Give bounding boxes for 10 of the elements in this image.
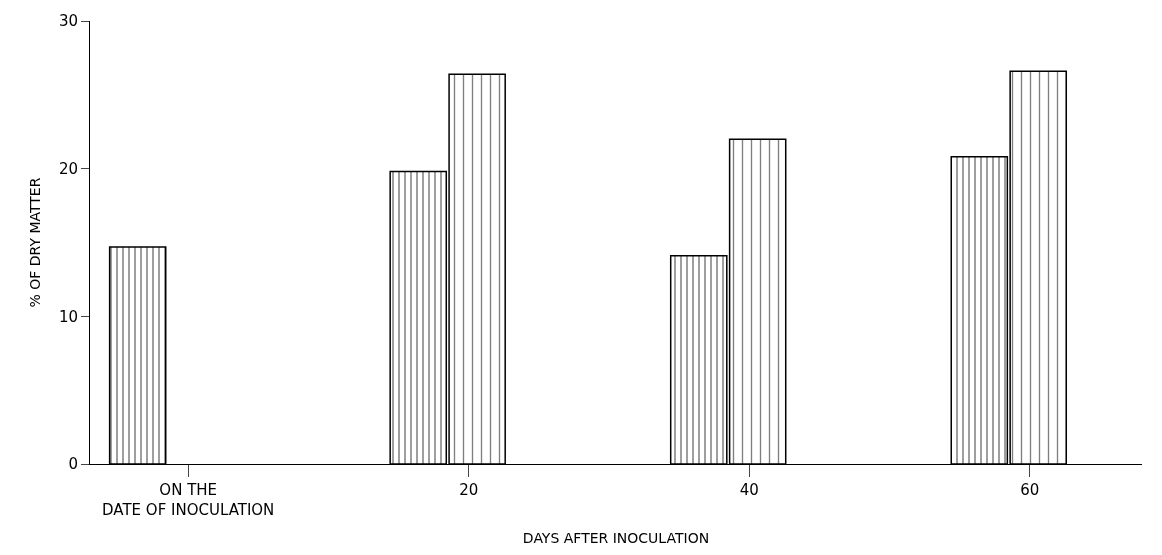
y-tick-label: 30 xyxy=(58,12,78,31)
y-tick-label: 0 xyxy=(68,455,78,474)
x-tick-label: 60 xyxy=(1020,481,1040,499)
x-tick-label: 40 xyxy=(739,481,759,499)
y-tick-label: 10 xyxy=(58,307,78,326)
x-tick-label: 20 xyxy=(459,481,479,499)
y-axis-title: % OF DRY MATTER xyxy=(26,177,43,308)
x-axis-title: DAYS AFTER INOCULATION xyxy=(522,529,710,546)
x-tick-label: ON THE DATE OF INOCULATION xyxy=(102,481,275,519)
y-tick-label: 20 xyxy=(58,159,78,178)
